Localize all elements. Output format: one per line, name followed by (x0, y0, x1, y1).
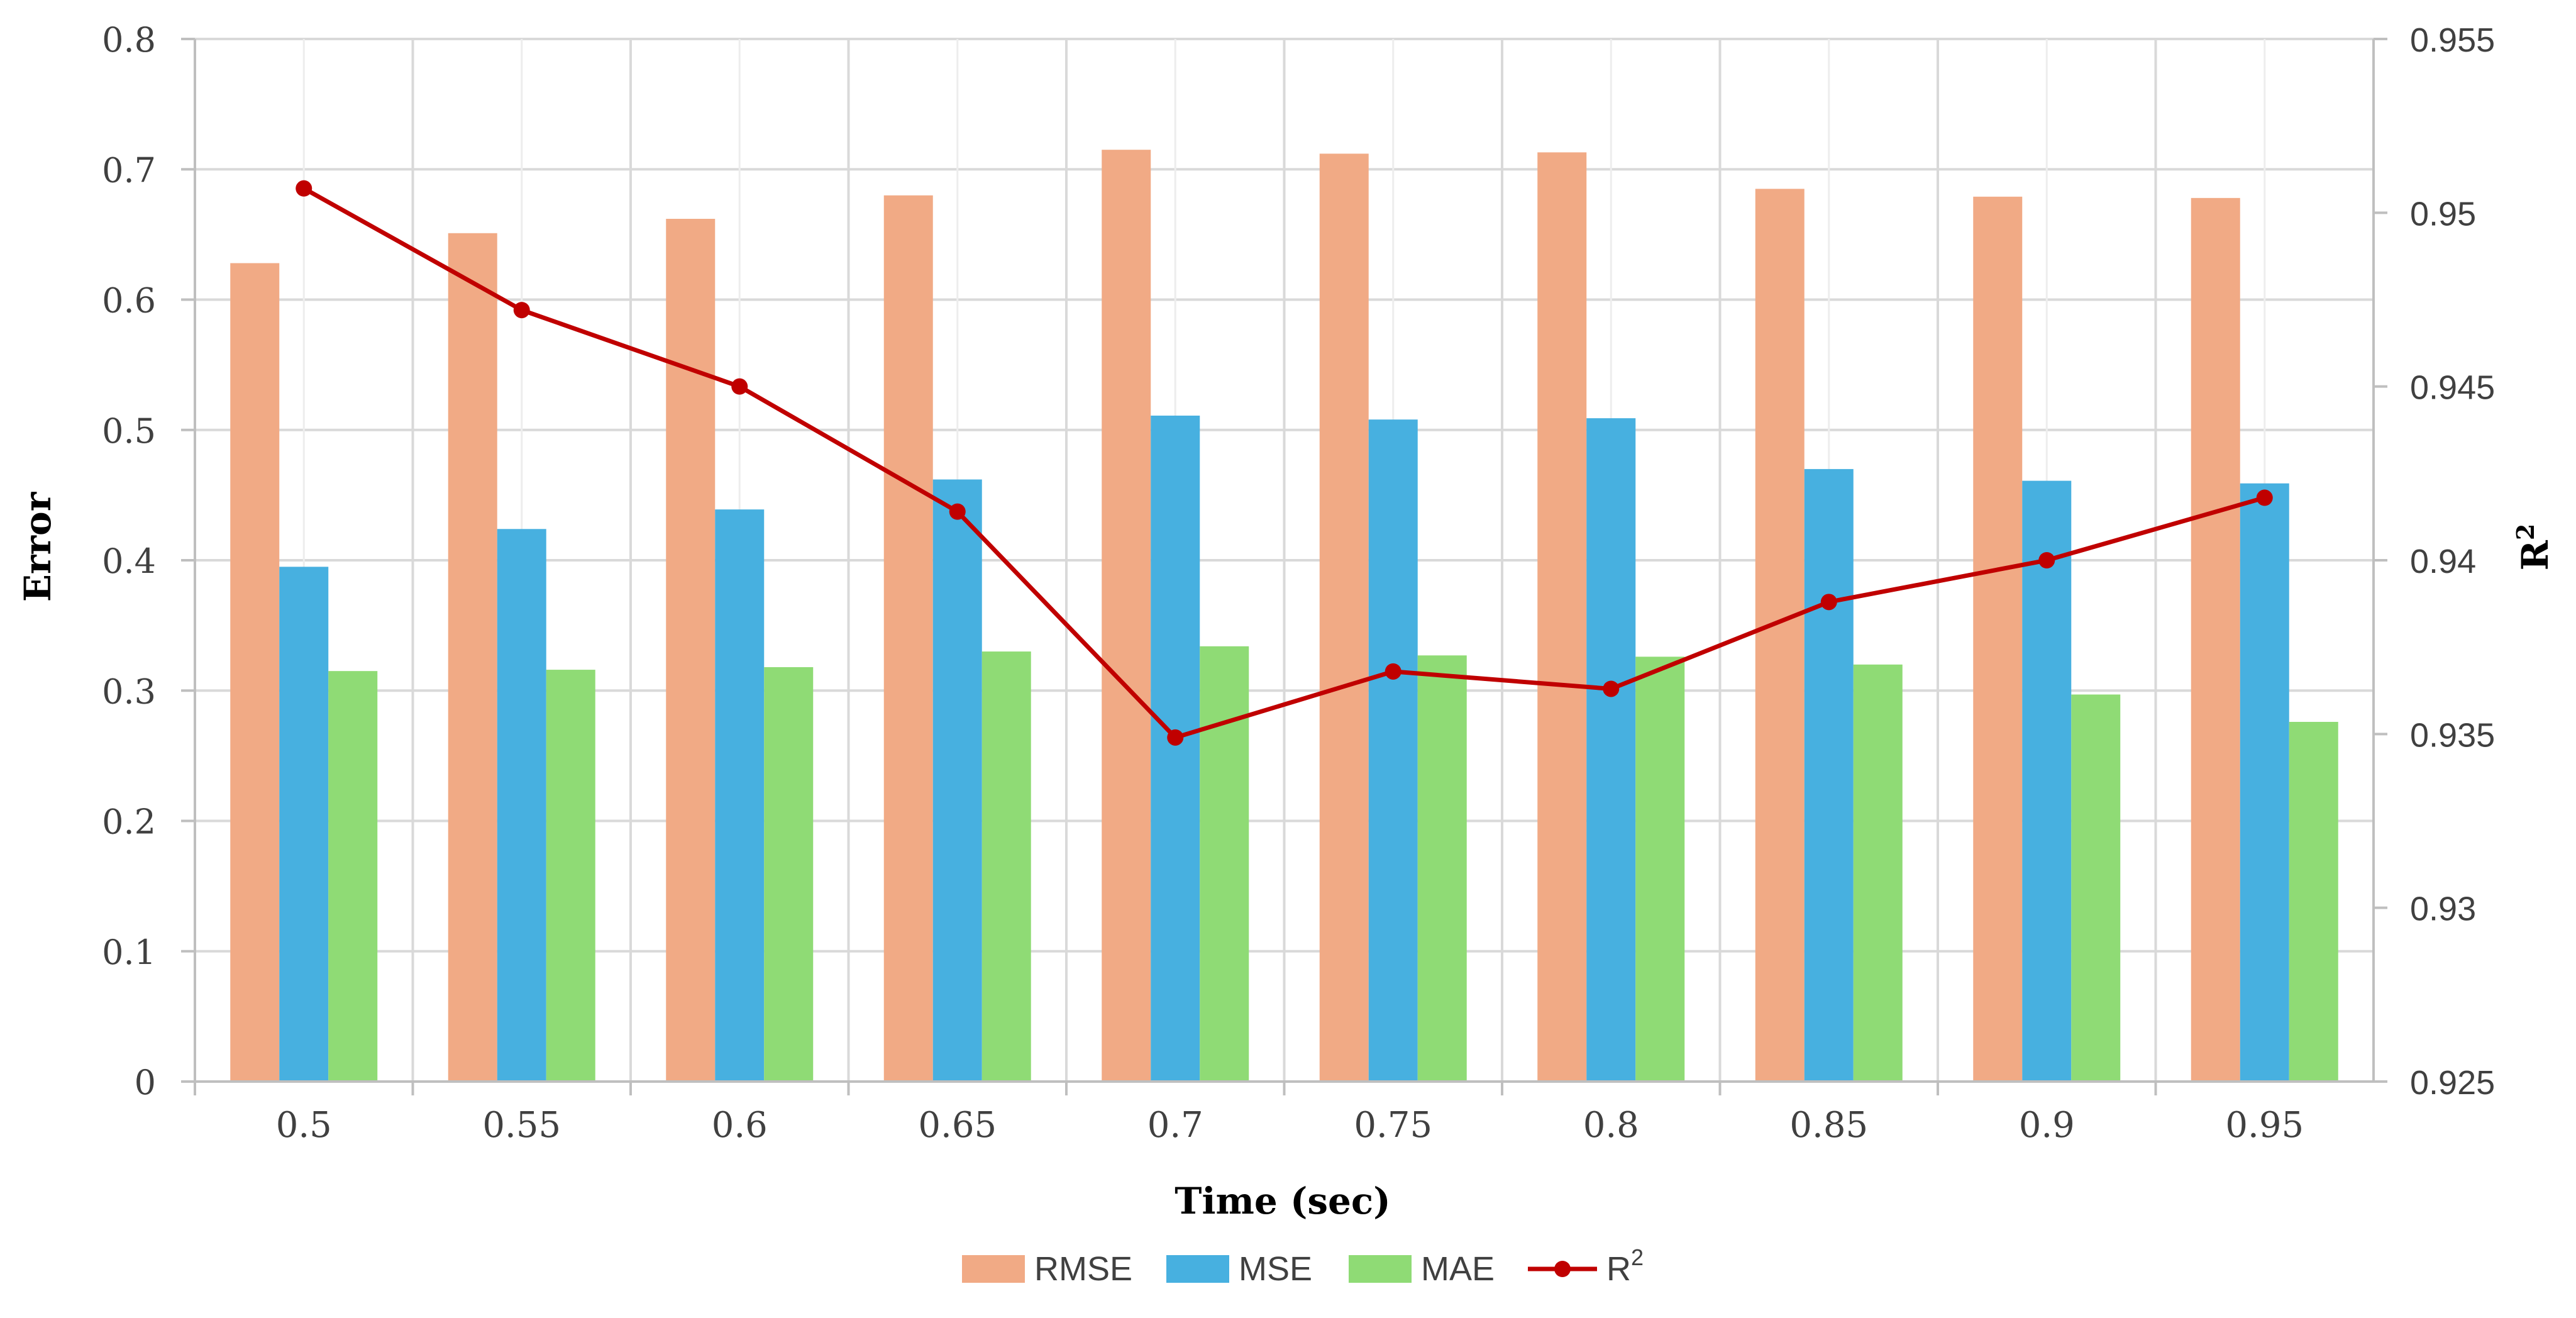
bar-mse-0.85 (1804, 468, 1854, 1082)
bar-mse-0.65 (932, 479, 982, 1082)
y-tick-label: 0.2 (102, 802, 156, 842)
y2-axis-title-base: R (2514, 540, 2557, 570)
bar-mae-0.6 (764, 667, 814, 1082)
y-tick-label: 0.8 (102, 20, 156, 60)
y2-tick-label: 0.93 (2410, 890, 2476, 928)
bar-mse-0.8 (1586, 418, 1636, 1082)
x-tick-label: 0.9 (2019, 1105, 2075, 1146)
bar-rmse-0.7 (1102, 150, 1151, 1082)
bar-mae-0.8 (1635, 656, 1685, 1082)
bar-mse-0.75 (1368, 419, 1418, 1082)
line-r2 (302, 186, 2265, 740)
bar-rmse-0.5 (230, 263, 280, 1082)
bar-mae-0.65 (981, 651, 1031, 1082)
point-r2-0.85 (1820, 594, 1837, 611)
y2-axis-title-sup: 2 (2511, 524, 2540, 540)
bar-mae-0.9 (2071, 694, 2121, 1082)
bar-mae-0.95 (2289, 721, 2338, 1082)
y-tick-label: 0.4 (102, 541, 156, 581)
legend-swatch-marker-r2 (1554, 1261, 1571, 1277)
y-axis-title: Error (16, 491, 59, 602)
point-r2-0.7 (1167, 729, 1184, 746)
bar-mse-0.7 (1151, 415, 1200, 1082)
bar-layer (230, 150, 2338, 1082)
x-tick-label: 0.65 (918, 1105, 997, 1146)
bar-rmse-0.8 (1537, 152, 1587, 1082)
bar-rmse-0.6 (666, 219, 716, 1082)
bar-mse-0.55 (497, 529, 546, 1082)
y2-tick-label: 0.935 (2410, 716, 2495, 754)
legend-label-text: MAE (1421, 1250, 1495, 1288)
point-r2-0.9 (2038, 552, 2055, 568)
point-r2-0.5 (296, 180, 312, 197)
bar-mse-0.6 (715, 509, 765, 1082)
bar-mse-0.5 (279, 567, 329, 1082)
y2-tick-label: 0.95 (2410, 195, 2476, 233)
point-r2-0.95 (2256, 489, 2273, 506)
bar-mae-0.7 (1200, 646, 1249, 1082)
bar-mae-0.85 (1853, 664, 1903, 1082)
bar-rmse-0.9 (1973, 196, 2023, 1082)
point-r2-0.6 (731, 378, 748, 395)
x-tick-label: 0.85 (1789, 1105, 1868, 1146)
bar-rmse-0.55 (448, 233, 497, 1082)
x-tick-label: 0.8 (1583, 1105, 1639, 1146)
y2-axis-title: R2 (2511, 524, 2557, 571)
bar-rmse-0.85 (1755, 189, 1805, 1082)
bar-rmse-0.95 (2191, 197, 2240, 1082)
legend-label-text: RMSE (1034, 1250, 1132, 1288)
bar-mae-0.75 (1417, 655, 1467, 1082)
line-layer (296, 180, 2273, 746)
legend: RMSE MSE MAE R2 (962, 1244, 1644, 1288)
x-tick-label: 0.55 (482, 1105, 561, 1146)
y-tick-label: 0.6 (102, 281, 156, 321)
point-r2-0.8 (1603, 680, 1620, 697)
y-tick-label: 0 (135, 1063, 156, 1102)
legend-label-text: MSE (1239, 1250, 1312, 1288)
legend-swatch-rmse (962, 1255, 1025, 1283)
y2-tick-label: 0.94 (2410, 543, 2476, 580)
bar-rmse-0.65 (883, 195, 933, 1082)
bar-mse-0.9 (2022, 480, 2072, 1082)
legend-swatch-mae (1349, 1255, 1412, 1283)
bar-rmse-0.75 (1319, 153, 1369, 1082)
axis-layer: 0 0.1 0.2 0.3 0.4 0.5 0.6 0.7 0.8 0.925 0.93 0.935 0… (102, 20, 2495, 1146)
legend-label-mae: MAE (1421, 1250, 1495, 1288)
x-tick-label: 0.95 (2225, 1105, 2304, 1146)
y-tick-label: 0.7 (102, 150, 156, 190)
legend-swatch-mse (1166, 1255, 1229, 1283)
point-r2-0.55 (513, 302, 530, 319)
legend-label-sup: 2 (1631, 1244, 1644, 1270)
y-tick-label: 0.1 (102, 933, 156, 972)
legend-label-rmse: RMSE (1034, 1250, 1132, 1288)
x-tick-label: 0.5 (276, 1105, 332, 1146)
point-r2-0.75 (1385, 663, 1401, 680)
bar-mae-0.55 (546, 670, 595, 1082)
bar-mae-0.5 (328, 671, 378, 1082)
legend-label-mse: MSE (1239, 1250, 1312, 1288)
bar-mse-0.95 (2240, 483, 2289, 1082)
legend-label-r: R2 (1606, 1244, 1644, 1288)
x-tick-label: 0.6 (712, 1105, 768, 1146)
legend-label-text: R (1606, 1250, 1631, 1288)
point-r2-0.65 (949, 503, 966, 520)
x-tick-label: 0.75 (1354, 1105, 1432, 1146)
y2-tick-label: 0.925 (2410, 1064, 2495, 1102)
x-axis-title: Time (sec) (1175, 1180, 1390, 1222)
y-tick-label: 0.5 (102, 411, 156, 451)
y-tick-label: 0.3 (102, 672, 156, 711)
y2-tick-label: 0.945 (2410, 369, 2495, 407)
y2-tick-label: 0.955 (2410, 21, 2495, 59)
x-tick-label: 0.7 (1147, 1105, 1203, 1146)
